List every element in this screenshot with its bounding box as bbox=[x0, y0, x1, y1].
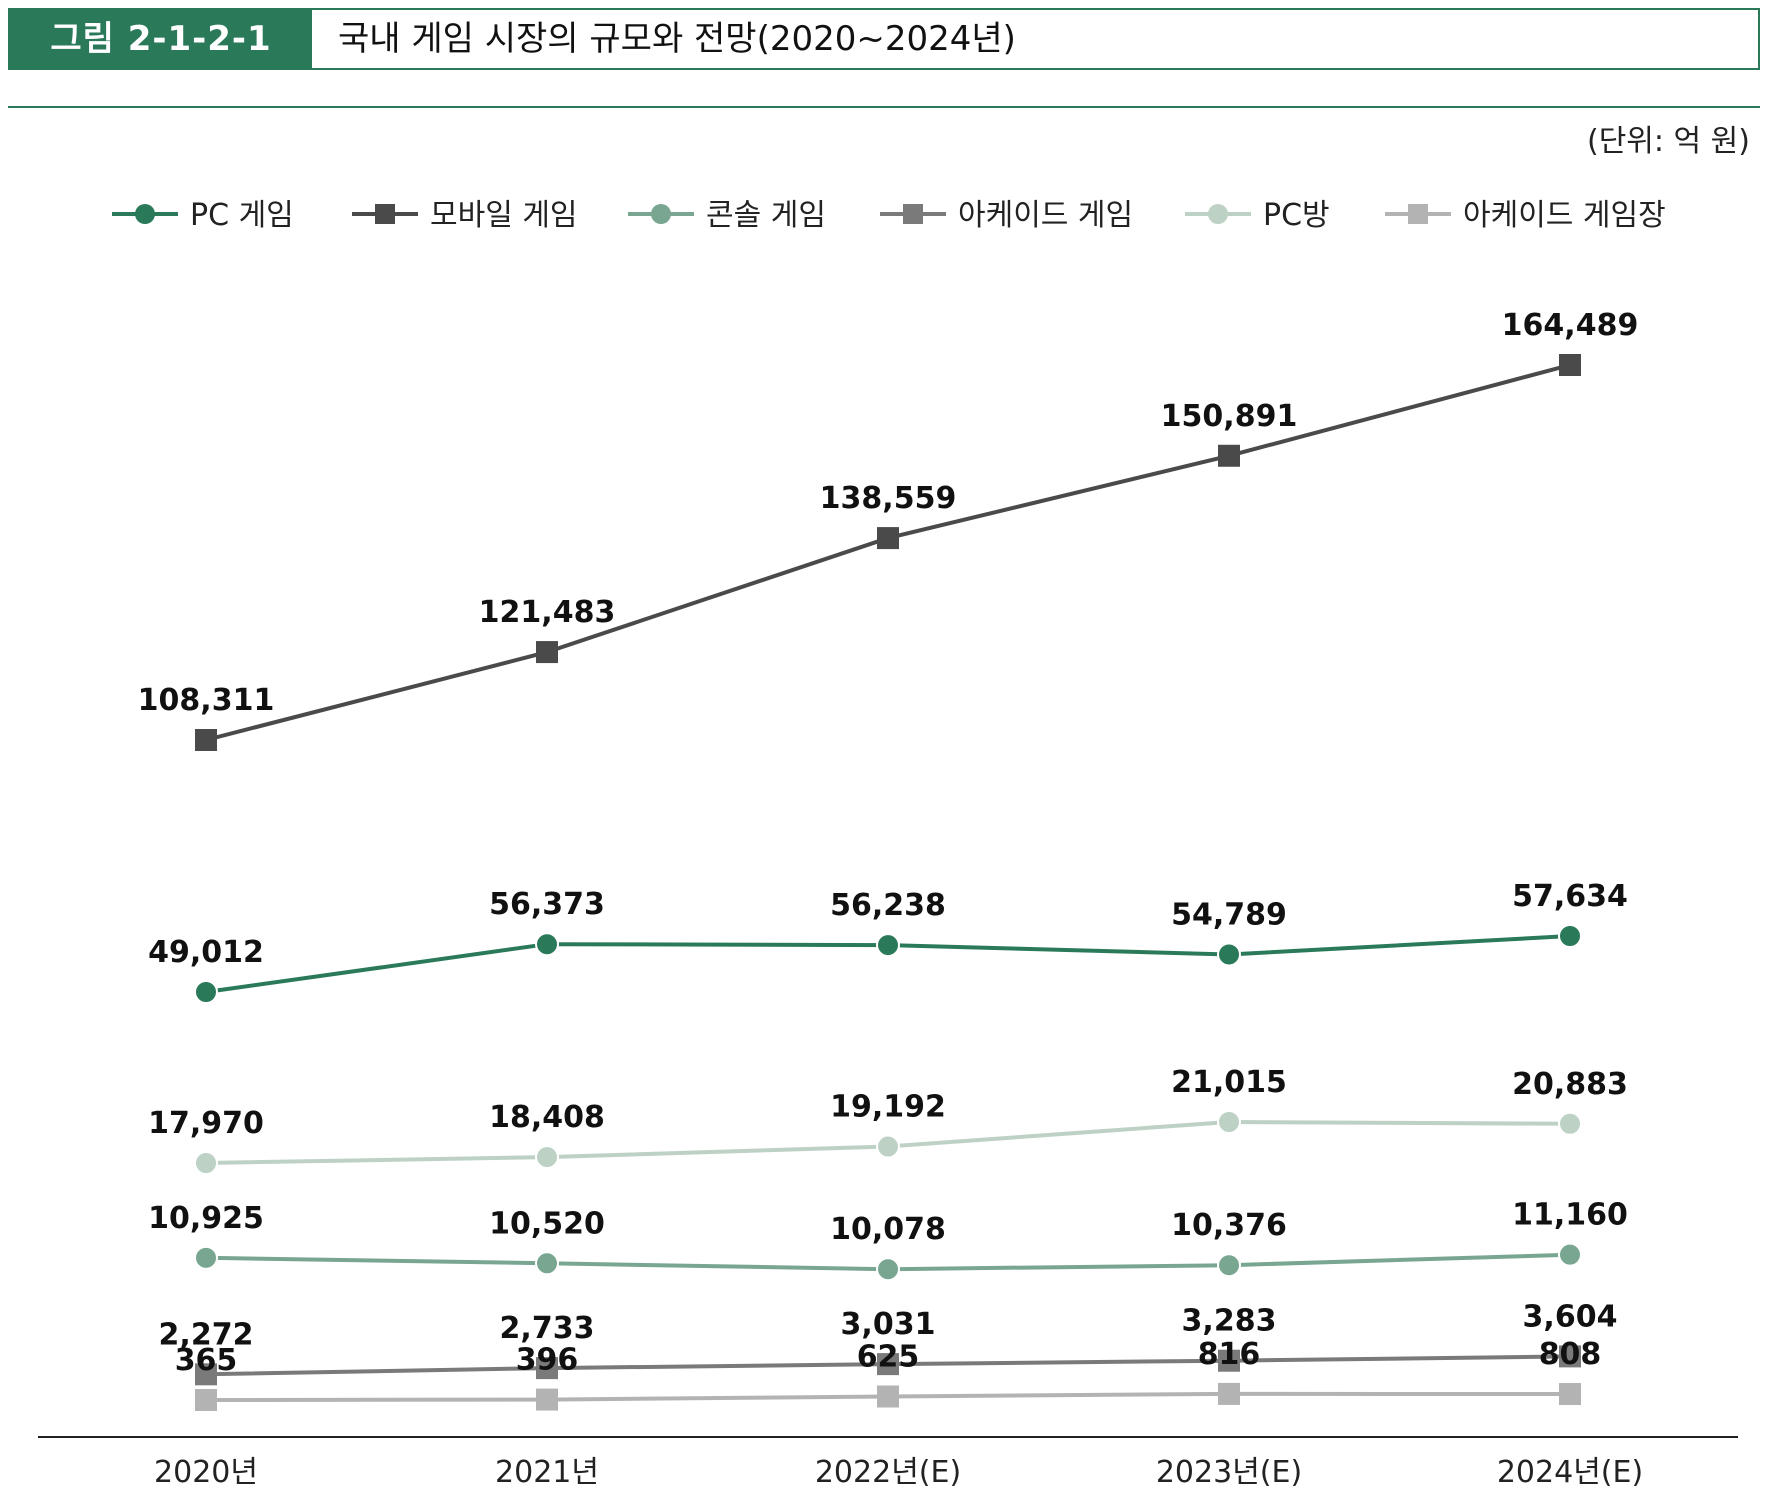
data-label: 10,925 bbox=[148, 1201, 264, 1236]
data-point bbox=[1558, 1242, 1582, 1267]
data-label: 3,283 bbox=[1182, 1304, 1277, 1339]
data-label: 10,376 bbox=[1171, 1208, 1287, 1243]
data-label: 18,408 bbox=[489, 1100, 605, 1135]
data-point bbox=[1217, 1253, 1241, 1278]
series-markers bbox=[194, 354, 1582, 1411]
data-label: 3,031 bbox=[841, 1307, 936, 1342]
legend-label-콘솔-게임: 콘솔 게임 bbox=[706, 198, 826, 233]
figure-header: 그림 2-1-2-1 국내 게임 시장의 규모와 전망(2020~2024년) bbox=[8, 8, 1760, 70]
figure-title: 국내 게임 시장의 규모와 전망(2020~2024년) bbox=[338, 19, 1016, 59]
data-point bbox=[536, 1357, 558, 1380]
legend-marker-PC-게임 bbox=[135, 204, 155, 224]
legend-marker-아케이드-게임장 bbox=[1408, 204, 1428, 224]
data-point bbox=[1218, 1349, 1240, 1372]
data-point bbox=[195, 1389, 217, 1411]
data-point bbox=[876, 1134, 900, 1159]
data-point bbox=[1217, 1110, 1241, 1134]
data-label: 10,520 bbox=[489, 1206, 605, 1241]
x-tick-label: 2020년 bbox=[154, 1455, 258, 1490]
data-point bbox=[1217, 942, 1241, 967]
data-label: 54,789 bbox=[1171, 897, 1287, 932]
data-point bbox=[536, 1388, 558, 1411]
data-point bbox=[536, 641, 558, 664]
x-tick-label: 2022년(E) bbox=[815, 1455, 961, 1490]
data-label: 121,483 bbox=[479, 595, 616, 630]
data-point bbox=[535, 1251, 559, 1276]
legend-marker-PC방 bbox=[1208, 204, 1228, 224]
data-label: 816 bbox=[1198, 1337, 1261, 1372]
data-label: 56,373 bbox=[489, 887, 605, 922]
legend-label-아케이드-게임장: 아케이드 게임장 bbox=[1463, 198, 1666, 233]
data-label: 2,272 bbox=[159, 1317, 254, 1352]
series-line-모바일-게임 bbox=[205, 363, 1571, 742]
data-point bbox=[1218, 444, 1240, 467]
legend-label-아케이드-게임: 아케이드 게임 bbox=[958, 198, 1133, 233]
data-point bbox=[1558, 1111, 1582, 1136]
data-point bbox=[1559, 1383, 1581, 1406]
x-tick-label: 2021년 bbox=[495, 1455, 599, 1490]
data-label: 164,489 bbox=[1502, 308, 1639, 343]
chart-legend: PC 게임 모바일 게임 콘솔 게임 아케이드 게임 PC방 아케이드 게임장 bbox=[112, 198, 1666, 233]
data-point bbox=[876, 1257, 900, 1282]
data-point bbox=[1218, 1382, 1240, 1405]
legend-marker-콘솔-게임 bbox=[651, 204, 671, 224]
data-label: 808 bbox=[1539, 1337, 1602, 1372]
data-point bbox=[1558, 924, 1582, 948]
data-label: 10,078 bbox=[830, 1212, 946, 1247]
legend-label-모바일-게임: 모바일 게임 bbox=[430, 198, 578, 233]
data-point bbox=[876, 933, 900, 958]
data-label: 108,311 bbox=[138, 683, 275, 718]
data-label: 2,733 bbox=[500, 1311, 595, 1346]
data-point bbox=[1559, 1345, 1581, 1368]
data-label: 57,634 bbox=[1512, 879, 1628, 914]
data-point bbox=[877, 1385, 899, 1408]
data-point bbox=[877, 527, 899, 550]
data-label: 49,012 bbox=[148, 935, 264, 970]
x-axis-ticks: 2020년 2021년 2022년(E) 2023년(E) 2024년(E) bbox=[154, 1455, 1643, 1490]
data-label: 20,883 bbox=[1512, 1067, 1628, 1102]
data-point bbox=[194, 1245, 218, 1270]
data-label: 365 bbox=[175, 1343, 238, 1378]
data-label: 19,192 bbox=[830, 1090, 946, 1125]
data-label: 56,238 bbox=[830, 888, 946, 923]
data-point bbox=[195, 729, 217, 751]
data-label: 625 bbox=[857, 1339, 920, 1374]
header-divider bbox=[8, 106, 1760, 108]
x-tick-label: 2024년(E) bbox=[1497, 1455, 1643, 1490]
data-label: 138,559 bbox=[820, 481, 957, 516]
figure-label: 그림 2-1-2-1 bbox=[10, 10, 312, 68]
data-point bbox=[877, 1353, 899, 1376]
data-label: 396 bbox=[516, 1343, 579, 1378]
data-point bbox=[194, 980, 218, 1004]
data-label: 17,970 bbox=[148, 1106, 264, 1141]
legend-label-PC-게임: PC 게임 bbox=[190, 198, 294, 233]
data-point bbox=[535, 1145, 559, 1170]
data-point bbox=[1559, 354, 1581, 376]
unit-label: (단위: 억 원) bbox=[1587, 124, 1750, 159]
data-label: 3,604 bbox=[1523, 1299, 1618, 1334]
legend-marker-아케이드-게임 bbox=[903, 204, 923, 224]
data-point bbox=[194, 1150, 218, 1175]
data-point bbox=[535, 932, 559, 957]
data-point bbox=[195, 1363, 217, 1386]
data-label: 11,160 bbox=[1512, 1198, 1628, 1233]
legend-label-PC방: PC방 bbox=[1263, 198, 1330, 233]
data-labels: 49,012 56,373 56,238 54,789 57,634 108,311 121… bbox=[138, 308, 1639, 1378]
legend-marker-모바일-게임 bbox=[375, 204, 395, 224]
data-label: 21,015 bbox=[1171, 1065, 1287, 1100]
data-label: 150,891 bbox=[1161, 399, 1298, 434]
x-tick-label: 2023년(E) bbox=[1156, 1455, 1302, 1490]
